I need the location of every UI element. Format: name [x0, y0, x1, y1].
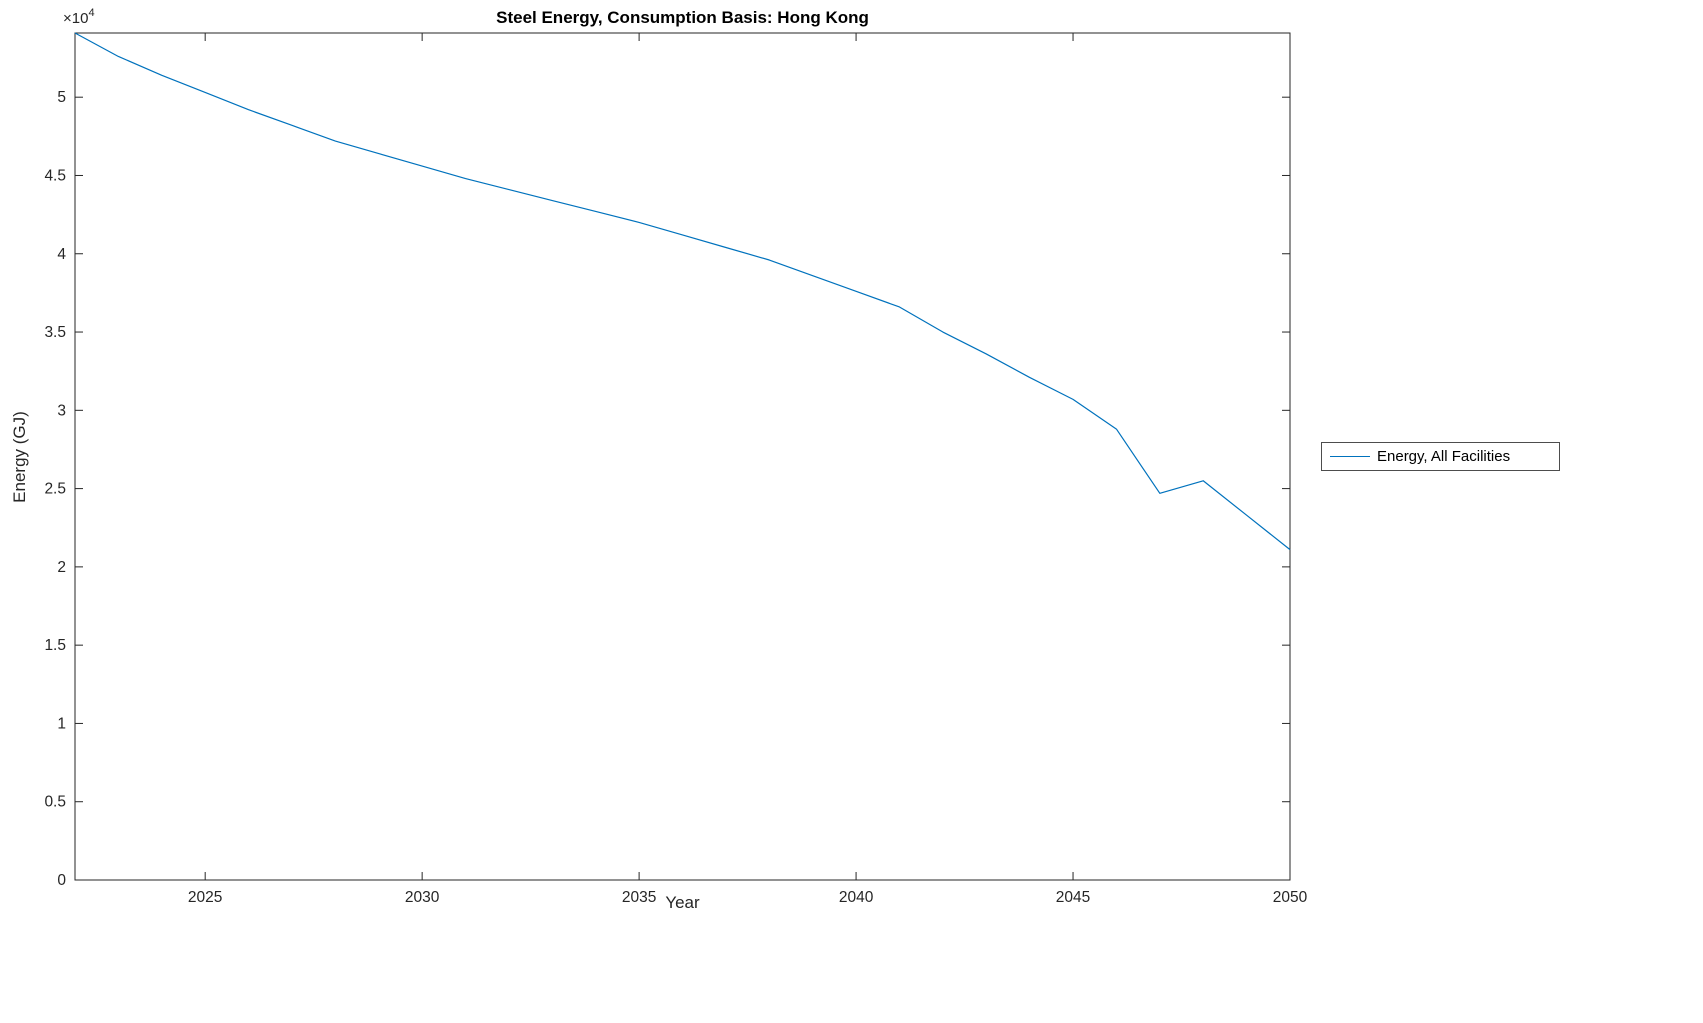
y-tick-label: 5	[57, 89, 66, 106]
legend[interactable]: Energy, All Facilities	[1321, 442, 1560, 471]
y-tick-label: 3.5	[44, 324, 66, 341]
y-axis-multiplier: ×104	[63, 7, 95, 27]
data-line-energy-all-facilities	[74, 32, 1291, 551]
y-tick-label: 4	[57, 246, 66, 263]
y-axis-label: Energy (GJ)	[10, 411, 29, 503]
y-tick-label: 0.5	[44, 794, 66, 811]
chart-title: Steel Energy, Consumption Basis: Hong Ko…	[496, 8, 869, 27]
y-tick-label: 3	[57, 402, 66, 419]
y-tick-label: 1.5	[44, 637, 66, 654]
x-axis-label: Year	[665, 893, 700, 912]
x-tick-label: 2035	[622, 889, 656, 906]
x-tick-label: 2045	[1056, 889, 1090, 906]
y-tick-label: 2.5	[44, 481, 66, 498]
x-tick-label: 2040	[839, 889, 874, 906]
x-tick-label: 2050	[1273, 889, 1308, 906]
axis-box	[74, 32, 1291, 881]
y-tick-label: 4.5	[44, 167, 66, 184]
y-tick-label: 1	[57, 715, 66, 732]
y-tick-label: 2	[57, 559, 66, 576]
x-tick-label: 2025	[188, 889, 222, 906]
x-tick-label: 2030	[405, 889, 440, 906]
legend-line-swatch	[1330, 456, 1370, 457]
legend-entry-label: Energy, All Facilities	[1377, 448, 1511, 465]
y-tick-label: 0	[57, 872, 66, 889]
